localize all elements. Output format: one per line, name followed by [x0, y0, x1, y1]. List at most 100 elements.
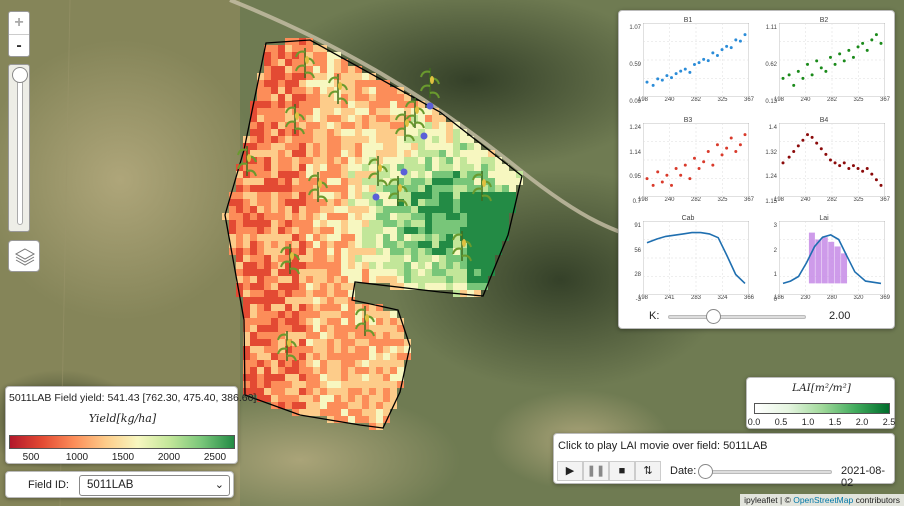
lai-legend: LAI[m²/m²] 0.0 0.5 1.0 1.5 2.0 2.5 [746, 377, 895, 429]
data-point [688, 70, 692, 74]
data-point [824, 69, 828, 73]
x-tick-label: 280 [826, 295, 837, 301]
x-tick-label: 367 [743, 97, 754, 103]
yield-tick-label: 500 [22, 452, 40, 463]
data-point [706, 59, 710, 63]
data-point [838, 164, 842, 168]
sample-points [372, 102, 434, 201]
opacity-slider[interactable] [8, 64, 30, 232]
data-point [874, 33, 878, 37]
x-tick-label: 283 [690, 295, 701, 301]
corn-plant-icons [237, 48, 492, 362]
y-tick-label: 1.32 [765, 149, 777, 156]
date-slider-track[interactable] [699, 470, 832, 474]
field-id-value: 5011LAB [87, 479, 134, 491]
corn-plant-icon [388, 176, 408, 207]
data-point [842, 59, 846, 63]
x-tick-label: 325 [717, 97, 728, 103]
data-point [801, 138, 805, 142]
x-tick-label: 282 [826, 97, 837, 103]
corn-plant-icon [420, 68, 440, 99]
chart-b1: B1 1.07 0.59 0.09 198 240 282 325 367 [623, 13, 754, 105]
lai-tick-label: 1.0 [801, 417, 815, 427]
y-tick-label: 91 [634, 223, 641, 229]
x-tick-label: 198 [637, 197, 648, 203]
opacity-slider-thumb[interactable] [12, 67, 28, 83]
yield-legend-title: Yield[kg/ha] [88, 412, 157, 425]
chart-b3: B3 1.24 1.14 0.95 0.7 198 240 282 325 367 [623, 113, 754, 205]
chart-plot [779, 221, 885, 295]
x-tick-label: 198 [637, 97, 648, 103]
data-point [856, 45, 860, 49]
pause-button[interactable]: ❚❚ [583, 461, 609, 481]
yield-legend: 5011LAB Field yield: 541.43 [762.30, 475… [5, 386, 256, 464]
k-slider-track[interactable] [668, 315, 806, 319]
x-tick-label: 198 [637, 295, 648, 301]
data-point [734, 38, 738, 42]
chart-plot [779, 23, 885, 97]
data-point [692, 63, 696, 67]
data-point [828, 55, 832, 59]
field-id-control: Field ID: 5011LAB ⌄ [5, 471, 234, 498]
opacity-slider-track[interactable] [17, 75, 23, 225]
stop-button[interactable]: ■ [609, 461, 635, 481]
data-point [819, 66, 823, 70]
data-point [792, 83, 796, 87]
date-slider-thumb[interactable] [698, 464, 713, 479]
play-button[interactable]: ▶ [557, 461, 583, 481]
data-point [856, 166, 860, 170]
lai-tick-label: 1.5 [828, 417, 842, 427]
zoom-in-button[interactable]: + [14, 14, 24, 31]
data-point [879, 41, 883, 45]
loop-icon: ⇅ [643, 465, 653, 477]
data-point [806, 62, 809, 66]
lai-colorbar [754, 403, 890, 414]
y-tick-label: 1.24 [629, 125, 641, 131]
data-point [865, 48, 869, 52]
x-tick-label: 198 [773, 97, 784, 103]
series-line [782, 234, 882, 285]
lai-bar [815, 239, 822, 284]
data-point [810, 135, 814, 139]
field-id-select[interactable]: 5011LAB ⌄ [79, 475, 230, 496]
layers-button[interactable] [8, 240, 40, 272]
attribution-lib[interactable]: ipyleaflet [744, 495, 778, 505]
data-point [715, 53, 719, 57]
osm-link[interactable]: OpenStreetMap [793, 495, 854, 505]
x-tick-label: 240 [664, 97, 675, 103]
data-point [674, 166, 678, 170]
k-slider-thumb[interactable] [706, 309, 721, 324]
zoom-out-button[interactable]: - [9, 34, 29, 56]
y-tick-label: 2 [773, 247, 777, 254]
y-tick-label: -3 [635, 297, 641, 303]
corn-plant-icon [472, 171, 492, 202]
data-point [683, 67, 687, 71]
loop-button[interactable]: ⇅ [635, 461, 661, 481]
data-point [656, 77, 660, 81]
data-point [738, 39, 742, 43]
data-point [720, 48, 724, 52]
lai-legend-title: LAI[m²/m²] [792, 382, 851, 394]
y-tick-label: 0 [773, 297, 777, 303]
y-tick-label: 1 [773, 272, 777, 279]
x-tick-label: 369 [879, 295, 890, 301]
yield-tick-label: 1500 [111, 452, 135, 463]
data-point [847, 166, 851, 170]
chart-lai: Lai 3 2 1 0 186 230 280 320 369 [759, 211, 890, 303]
chart-title: B2 [819, 17, 829, 24]
data-point [660, 180, 664, 184]
y-tick-label: 0.13 [765, 99, 777, 105]
data-point [861, 41, 865, 45]
data-point [743, 33, 747, 37]
data-point [725, 146, 729, 150]
yield-tick-label: 2000 [157, 452, 181, 463]
chart-plot [643, 23, 749, 97]
date-label: Date: [670, 465, 697, 477]
y-tick-label: 0.62 [765, 62, 777, 68]
data-point [870, 38, 874, 42]
field-boundary[interactable] [224, 39, 523, 429]
layers-icon [14, 248, 36, 266]
data-point [870, 172, 874, 176]
data-point [743, 133, 747, 137]
data-point [645, 80, 649, 84]
